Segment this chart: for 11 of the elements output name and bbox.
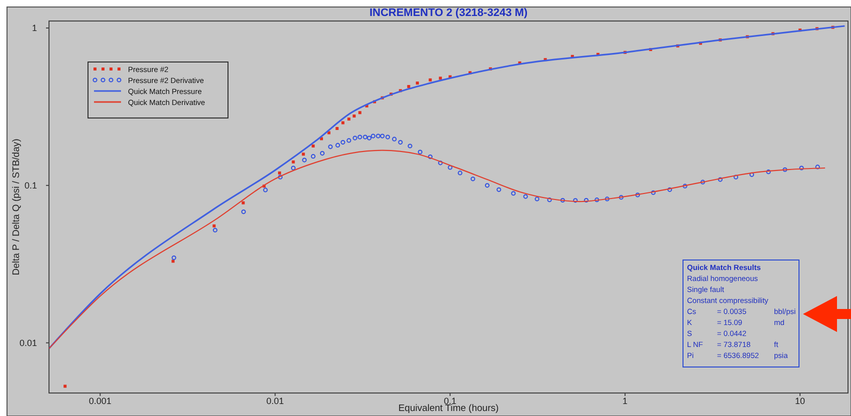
chart-title: INCREMENTO 2 (3218-3243 M) [369,7,528,19]
x-axis-title: Equivalent Time (hours) [398,403,499,414]
x-tick-label: 1 [622,396,628,406]
x-tick-label: 0.001 [88,396,112,406]
x-tick-label: 10 [795,396,806,406]
x-tick-label: 0.1 [444,396,456,406]
x-tick-label: 0.01 [266,396,284,406]
y-tick-label: 1 [32,23,37,34]
y-axis-title: Delta P / Delta Q (psi / STB/day) [11,138,22,276]
y-tick-label: 0.1 [24,180,37,190]
y-tick-label: 0.01 [19,338,37,348]
